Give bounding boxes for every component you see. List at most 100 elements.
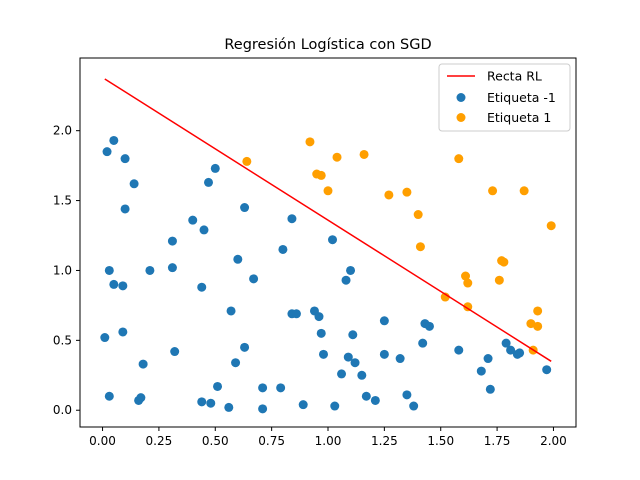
scatter-point-etiqueta-neg1 [233,254,243,264]
scatter-point-etiqueta-neg1 [120,204,130,214]
scatter-point-etiqueta-neg1 [515,348,525,358]
scatter-point-etiqueta-1 [463,278,473,288]
scatter-point-etiqueta-neg1 [395,354,405,364]
x-tick-label: 1.25 [371,434,398,448]
scatter-point-etiqueta-neg1 [287,214,297,224]
scatter-point-etiqueta-neg1 [424,321,434,331]
scatter-point-etiqueta-neg1 [226,306,236,316]
x-tick-label: 1.50 [427,434,454,448]
scatter-point-etiqueta-neg1 [170,347,180,357]
scatter-point-etiqueta-1 [526,319,536,329]
scatter-point-etiqueta-neg1 [167,263,177,273]
scatter-point-etiqueta-neg1 [346,265,356,275]
scatter-point-etiqueta-neg1 [249,274,259,284]
x-tick-label: 0.50 [202,434,229,448]
scatter-point-etiqueta-neg1 [120,154,130,164]
scatter-point-etiqueta-neg1 [542,365,552,375]
scatter-point-etiqueta-1 [305,137,315,147]
legend-label-etiqueta-1: Etiqueta 1 [487,110,551,125]
scatter-point-etiqueta-neg1 [402,390,412,400]
scatter-point-etiqueta-1 [359,149,369,159]
scatter-point-etiqueta-neg1 [104,391,114,401]
scatter-point-etiqueta-1 [546,221,556,231]
scatter-point-etiqueta-neg1 [224,402,234,412]
scatter-point-etiqueta-1 [323,186,333,196]
y-tick-label: 0.5 [53,333,72,347]
scatter-point-etiqueta-neg1 [167,236,177,246]
scatter-point-etiqueta-neg1 [102,147,112,157]
scatter-point-etiqueta-1 [332,152,342,162]
scatter-point-etiqueta-1 [494,275,504,285]
scatter-point-etiqueta-1 [242,156,252,166]
scatter-point-etiqueta-neg1 [129,179,139,189]
legend-marker-etiqueta-neg1 [456,93,466,102]
x-tick-label: 1.75 [484,434,511,448]
scatter-point-etiqueta-neg1 [350,358,360,368]
scatter-point-etiqueta-neg1 [188,215,198,225]
scatter-point-etiqueta-neg1 [298,400,308,410]
scatter-point-etiqueta-1 [533,306,543,316]
scatter-point-etiqueta-neg1 [118,281,128,291]
x-tick-label: 1.00 [315,434,342,448]
scatter-point-etiqueta-neg1 [240,342,250,352]
scatter-point-etiqueta-neg1 [348,330,358,340]
scatter-point-etiqueta-neg1 [258,383,268,393]
scatter-point-etiqueta-neg1 [379,316,389,326]
scatter-point-etiqueta-neg1 [210,163,220,173]
scatter-point-etiqueta-neg1 [379,349,389,359]
y-tick-label: 1.5 [53,194,72,208]
legend-marker-etiqueta-1 [456,113,466,122]
scatter-point-etiqueta-neg1 [418,338,428,348]
scatter-point-etiqueta-neg1 [330,401,340,411]
scatter-point-etiqueta-neg1 [213,381,223,391]
scatter-point-etiqueta-1 [461,271,471,281]
scatter-point-etiqueta-neg1 [370,395,380,405]
axis-ticks: 0.00 0.25 0.50 0.75 1.00 1.25 1.50 1.75 2.00 0.0 0… [53,124,567,448]
scatter-point-etiqueta-neg1 [240,203,250,213]
legend-label-recta-rl: Recta RL [487,69,542,84]
plot-area [100,78,556,414]
chart-title: Regresión Logística con SGD [224,37,431,53]
scatter-point-etiqueta-1 [488,186,498,196]
scatter-point-etiqueta-1 [440,292,450,302]
scatter-point-etiqueta-neg1 [506,345,516,355]
scatter-point-etiqueta-neg1 [409,401,419,411]
scatter-point-etiqueta-neg1 [476,366,486,376]
scatter-point-etiqueta-neg1 [328,235,338,245]
regression-line [104,78,552,362]
scatter-point-etiqueta-neg1 [278,244,288,254]
scatter-point-etiqueta-neg1 [197,282,207,292]
scatter-point-etiqueta-neg1 [483,354,493,364]
x-tick-label: 0.00 [89,434,116,448]
scatter-point-etiqueta-neg1 [361,391,371,401]
scatter-point-etiqueta-neg1 [276,383,286,393]
scatter-point-etiqueta-neg1 [104,265,114,275]
scatter-point-etiqueta-1 [384,190,394,200]
legend: Recta RL Etiqueta -1 Etiqueta 1 [438,63,571,132]
x-tick-label: 0.75 [258,434,285,448]
scatter-point-etiqueta-neg1 [197,397,207,407]
scatter-point-etiqueta-neg1 [357,370,367,380]
scatter-point-etiqueta-1 [454,154,464,164]
scatter-point-etiqueta-1 [519,186,529,196]
scatter-point-etiqueta-neg1 [318,349,328,359]
x-tick-label: 0.25 [146,434,173,448]
scatter-point-etiqueta-neg1 [100,333,110,343]
scatter-point-etiqueta-neg1 [316,328,326,338]
scatter-point-etiqueta-neg1 [258,404,268,414]
scatter-point-etiqueta-neg1 [118,327,128,337]
scatter-point-etiqueta-neg1 [291,309,301,319]
scatter-point-etiqueta-1 [415,242,425,252]
scatter-point-etiqueta-1 [463,302,473,312]
scatter-point-etiqueta-1 [316,170,326,180]
y-tick-label: 2.0 [53,124,72,138]
scatter-point-etiqueta-neg1 [231,358,241,368]
scatter-point-etiqueta-neg1 [343,352,353,362]
legend-box [438,63,571,132]
scatter-point-etiqueta-neg1 [337,369,347,379]
scatter-point-etiqueta-neg1 [145,265,155,275]
scatter-point-etiqueta-neg1 [314,312,324,322]
scatter-point-etiqueta-neg1 [454,345,464,355]
scatter-point-etiqueta-neg1 [138,359,148,369]
